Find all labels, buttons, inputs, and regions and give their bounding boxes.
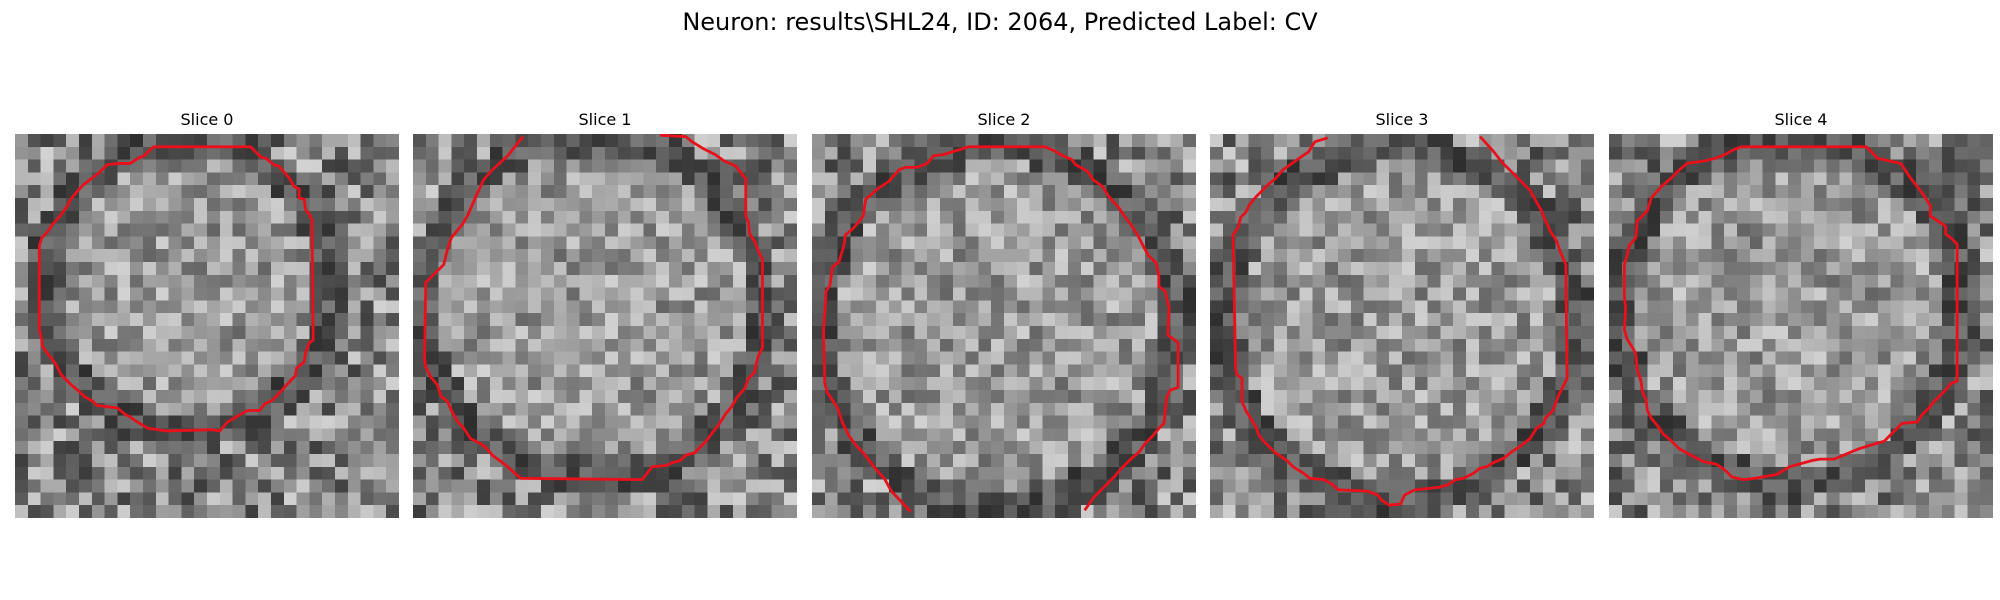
slice-panel-2: Slice 2 (812, 110, 1196, 518)
slice-image-4 (1609, 134, 1993, 518)
slice-panel-1: Slice 1 (413, 110, 797, 518)
slice-title-3: Slice 3 (1375, 110, 1429, 129)
slice-title-2: Slice 2 (977, 110, 1031, 129)
slice-title-1: Slice 1 (578, 110, 632, 129)
slice-image-1 (413, 134, 797, 518)
slice-image-3 (1210, 134, 1594, 518)
slice-image-0 (15, 134, 399, 518)
slice-title-0: Slice 0 (180, 110, 234, 129)
slice-panel-0: Slice 0 (15, 110, 399, 518)
slice-title-4: Slice 4 (1774, 110, 1828, 129)
slice-image-2 (812, 134, 1196, 518)
figure-title: Neuron: results\SHL24, ID: 2064, Predict… (682, 8, 1318, 36)
slice-panel-3: Slice 3 (1210, 110, 1594, 518)
slice-panel-4: Slice 4 (1609, 110, 1993, 518)
